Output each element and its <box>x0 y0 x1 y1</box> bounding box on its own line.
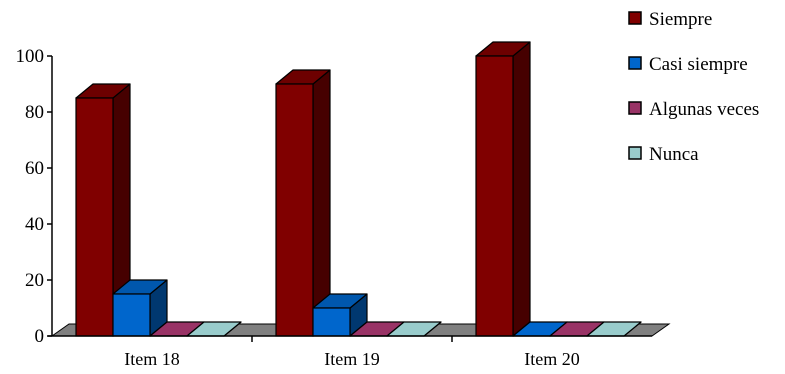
bar-item-20-siempre <box>475 41 531 337</box>
legend-label: Siempre <box>649 9 712 30</box>
x-category-label: Item 19 <box>324 349 380 369</box>
bar-front <box>112 293 151 337</box>
bar-front <box>475 55 514 337</box>
bar-side <box>512 41 531 337</box>
legend-item: Nunca <box>628 144 699 165</box>
legend-label: Nunca <box>649 144 699 165</box>
legend-item: Casi siempre <box>628 54 748 75</box>
bar-front <box>275 83 314 337</box>
bar-item-18-casi-siempre <box>112 279 168 337</box>
legend-swatch <box>628 101 642 115</box>
bar-front <box>312 307 351 337</box>
legend-swatch <box>628 146 642 160</box>
y-tick-label: 0 <box>35 326 45 347</box>
legend-swatch <box>628 11 642 25</box>
legend-label: Casi siempre <box>649 54 748 75</box>
legend: Siempre Casi siempre Algunas veces Nunca <box>628 9 759 165</box>
x-category-label: Item 20 <box>524 349 580 369</box>
chart-bars <box>75 41 642 337</box>
bar-item-19-siempre <box>275 69 331 337</box>
bar-front <box>75 97 114 337</box>
legend-label: Algunas veces <box>649 99 759 120</box>
legend-item: Siempre <box>628 9 712 30</box>
bar-item-18-siempre <box>75 83 131 337</box>
y-tick-label: 80 <box>25 102 44 123</box>
y-tick-label: 20 <box>25 270 44 291</box>
y-tick-label: 40 <box>25 214 44 235</box>
x-category-label: Item 18 <box>124 349 180 369</box>
legend-item: Algunas veces <box>628 99 759 120</box>
chart-axes: 0 20 40 60 80 100 Item 18 Item 19 Item 20 <box>16 46 652 369</box>
y-tick-label: 60 <box>25 158 44 179</box>
legend-swatch <box>628 56 642 70</box>
bar-item-19-casi-siempre <box>312 293 368 337</box>
y-tick-label: 100 <box>16 46 45 67</box>
bar-item-20-nunca <box>586 321 642 337</box>
